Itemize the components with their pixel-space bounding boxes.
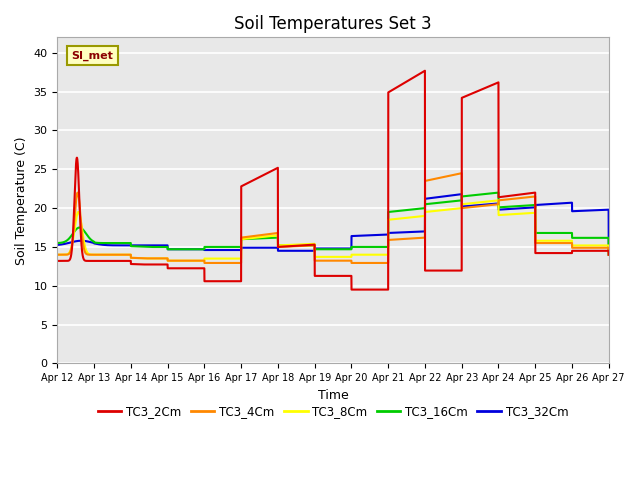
Y-axis label: Soil Temperature (C): Soil Temperature (C) [15,136,28,264]
Title: Soil Temperatures Set 3: Soil Temperatures Set 3 [234,15,432,33]
X-axis label: Time: Time [317,389,348,402]
Text: SI_met: SI_met [71,50,113,61]
Legend: TC3_2Cm, TC3_4Cm, TC3_8Cm, TC3_16Cm, TC3_32Cm: TC3_2Cm, TC3_4Cm, TC3_8Cm, TC3_16Cm, TC3… [93,400,573,423]
